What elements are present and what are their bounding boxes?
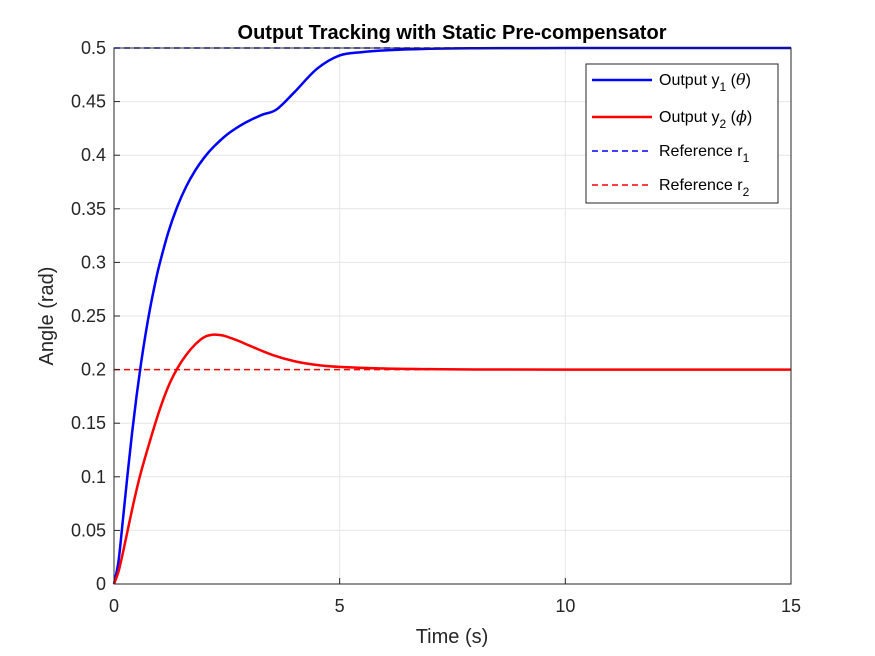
legend: Output y1 (θ) Output y2 (ϕ) Reference r1 Re…: [585, 63, 779, 204]
y-tick-label: 0.4: [81, 145, 106, 165]
legend-label-2: Output y2 (ϕ): [659, 107, 752, 131]
y-tick-label: 0.25: [71, 306, 106, 326]
y-tick-label: 0.35: [71, 199, 106, 219]
legend-box: [585, 63, 779, 204]
x-tick-label: 15: [781, 596, 801, 616]
y-tick-label: 0: [96, 574, 106, 594]
series-line-1: [112, 46, 791, 585]
x-tick-label: 10: [555, 596, 575, 616]
y-tick-label: 0.1: [81, 467, 106, 487]
y-tick-label: 0.45: [71, 92, 106, 112]
x-tick-label: 0: [109, 596, 119, 616]
x-axis-label: Time (s): [416, 626, 489, 648]
y-tick-label: 0.5: [81, 38, 106, 58]
y-tick-label: 0.2: [81, 360, 106, 380]
ticks: 0 5 10 15 0 0.05 0.1 0.15 0.2 0.25 0.3 0.35 0.4 0.45 0…: [71, 38, 801, 616]
y-tick-label: 0.05: [71, 520, 106, 540]
series-line-2: [112, 333, 792, 585]
legend-label-3: Reference r1: [659, 143, 750, 165]
y-tick-label: 0.3: [81, 252, 106, 272]
chart-title: Output Tracking with Static Pre-compensa…: [238, 22, 667, 44]
x-tick-label: 5: [335, 596, 345, 616]
y-tick-label: 0.15: [71, 413, 106, 433]
legend-label-1: Output y1 (θ): [659, 70, 751, 94]
legend-label-4: Reference r2: [659, 177, 750, 199]
y-axis-label: Angle (rad): [36, 267, 58, 366]
